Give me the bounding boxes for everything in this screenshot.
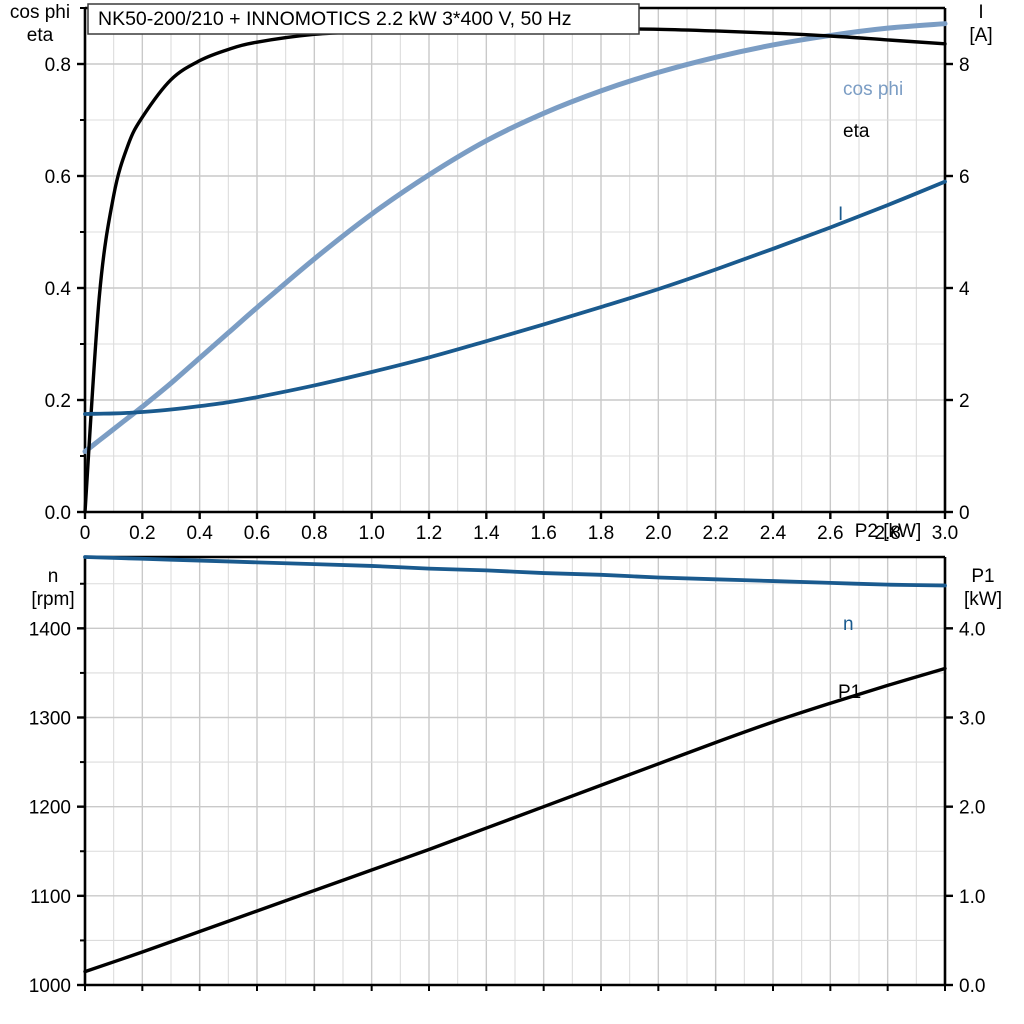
svg-text:2.0: 2.0 [645,523,671,544]
svg-text:8: 8 [959,55,970,76]
svg-text:0.8: 0.8 [301,523,327,544]
svg-text:2.6: 2.6 [817,523,843,544]
top-chart: 0 0.2 0.4 0.6 0.8 1.0 1.2 1.4 1.6 1.8 2.0 2.2 2.4 2.6… [10,2,993,544]
chart-title-box [87,3,640,35]
top-chart-tick-labels: 0 0.2 0.4 0.6 0.8 1.0 1.2 1.4 1.6 1.8 2.0 2.2 2.4 2.6… [45,55,970,544]
svg-text:1.0: 1.0 [959,887,985,908]
bottom-chart: 1000 1100 1200 1300 1400 0.0 1.0 2.0 3.0 4.0 n P1… [29,555,1002,997]
svg-text:0.2: 0.2 [45,391,71,412]
bottom-left-axis-title-line1: n [48,566,59,587]
bottom-chart-ticks [77,582,953,991]
curve-label-current: I [838,204,843,225]
chart-title: NK50-200/210 + INNOMOTICS 2.2 kW 3*400 V… [98,8,571,30]
svg-text:2.4: 2.4 [760,523,787,544]
svg-text:0.0: 0.0 [959,976,985,997]
svg-text:1.8: 1.8 [588,523,614,544]
svg-text:0.4: 0.4 [186,523,213,544]
svg-text:0.4: 0.4 [45,279,72,300]
svg-text:0: 0 [959,503,970,524]
svg-text:1.0: 1.0 [358,523,384,544]
top-left-axis-title-line2: eta [27,25,54,46]
svg-text:2: 2 [959,391,970,412]
svg-text:3.0: 3.0 [932,523,958,544]
svg-text:1300: 1300 [29,709,71,730]
curve-label-speed: n [843,614,854,635]
svg-text:0.6: 0.6 [244,523,270,544]
curve-label-eta: eta [843,121,870,142]
svg-text:0.6: 0.6 [45,167,71,188]
svg-text:2.2: 2.2 [702,523,728,544]
bottom-chart-tick-labels: 1000 1100 1200 1300 1400 0.0 1.0 2.0 3.0 4.0 [29,619,986,997]
svg-text:1.2: 1.2 [416,523,442,544]
svg-text:3.0: 3.0 [959,709,985,730]
top-left-axis-title-line1: cos phi [10,2,70,23]
top-chart-ticks [77,7,953,519]
svg-text:1.6: 1.6 [530,523,556,544]
svg-text:0.8: 0.8 [45,55,71,76]
svg-text:1200: 1200 [29,798,71,819]
bottom-right-axis-title-line2: [kW] [964,589,1002,610]
curve-label-cos-phi: cos phi [843,79,903,100]
bottom-chart-gridlines [85,557,945,985]
svg-text:1100: 1100 [30,887,71,908]
top-right-axis-title-line2: [A] [969,25,992,46]
svg-text:0: 0 [80,523,91,544]
svg-text:1400: 1400 [29,619,71,640]
svg-text:4.0: 4.0 [959,619,985,640]
svg-text:2.8: 2.8 [874,523,900,544]
curve-current [83,179,947,416]
svg-text:1.4: 1.4 [473,523,500,544]
x-axis-title: P2 [kW] [855,521,922,542]
bottom-right-axis-title-line1: P1 [971,566,994,587]
svg-text:1000: 1000 [29,976,71,997]
svg-text:6: 6 [959,167,970,188]
curve-p1 [83,666,947,974]
svg-text:0.0: 0.0 [45,503,71,524]
curve-label-p1: P1 [838,682,861,703]
curve-speed [83,555,947,588]
top-right-axis-title-line1: I [978,2,983,23]
svg-text:2.0: 2.0 [959,798,985,819]
top-chart-gridlines [85,8,945,512]
svg-text:4: 4 [959,279,970,300]
bottom-left-axis-title-line2: [rpm] [31,589,74,610]
svg-text:0.2: 0.2 [129,523,155,544]
